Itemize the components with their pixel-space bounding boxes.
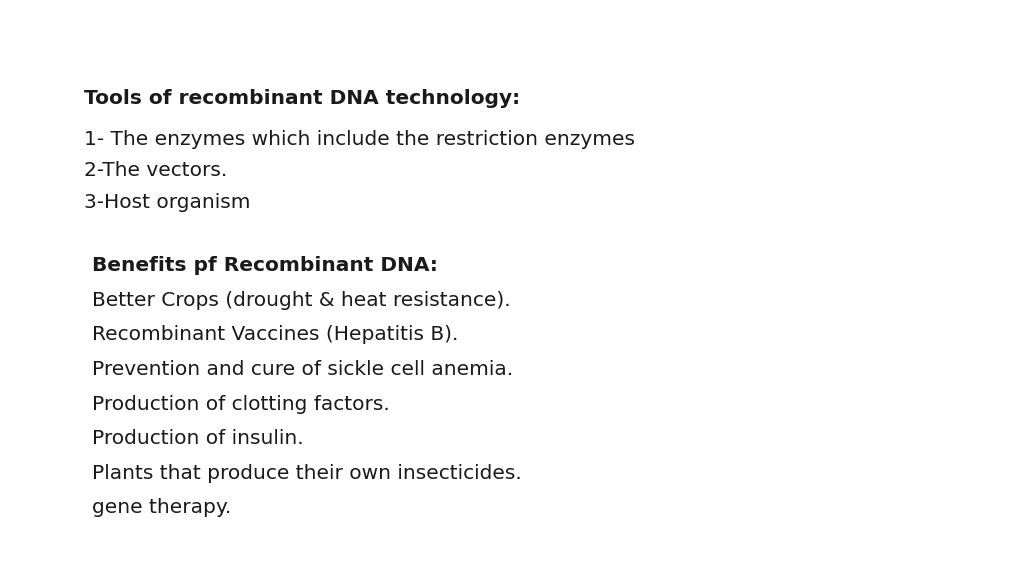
Text: Tools of recombinant DNA technology:: Tools of recombinant DNA technology: xyxy=(84,89,520,108)
Text: Plants that produce their own insecticides.: Plants that produce their own insecticid… xyxy=(92,464,522,483)
Text: Better Crops (drought & heat resistance).: Better Crops (drought & heat resistance)… xyxy=(92,291,511,310)
Text: Prevention and cure of sickle cell anemia.: Prevention and cure of sickle cell anemi… xyxy=(92,360,513,379)
Text: 1- The enzymes which include the restriction enzymes: 1- The enzymes which include the restric… xyxy=(84,130,635,149)
Text: gene therapy.: gene therapy. xyxy=(92,498,231,517)
Text: 2-The vectors.: 2-The vectors. xyxy=(84,161,227,180)
Text: Recombinant Vaccines (Hepatitis B).: Recombinant Vaccines (Hepatitis B). xyxy=(92,325,459,344)
Text: Benefits pf Recombinant DNA:: Benefits pf Recombinant DNA: xyxy=(92,256,438,275)
Text: 3-Host organism: 3-Host organism xyxy=(84,193,251,212)
Text: Production of insulin.: Production of insulin. xyxy=(92,429,304,448)
Text: Production of clotting factors.: Production of clotting factors. xyxy=(92,395,390,414)
